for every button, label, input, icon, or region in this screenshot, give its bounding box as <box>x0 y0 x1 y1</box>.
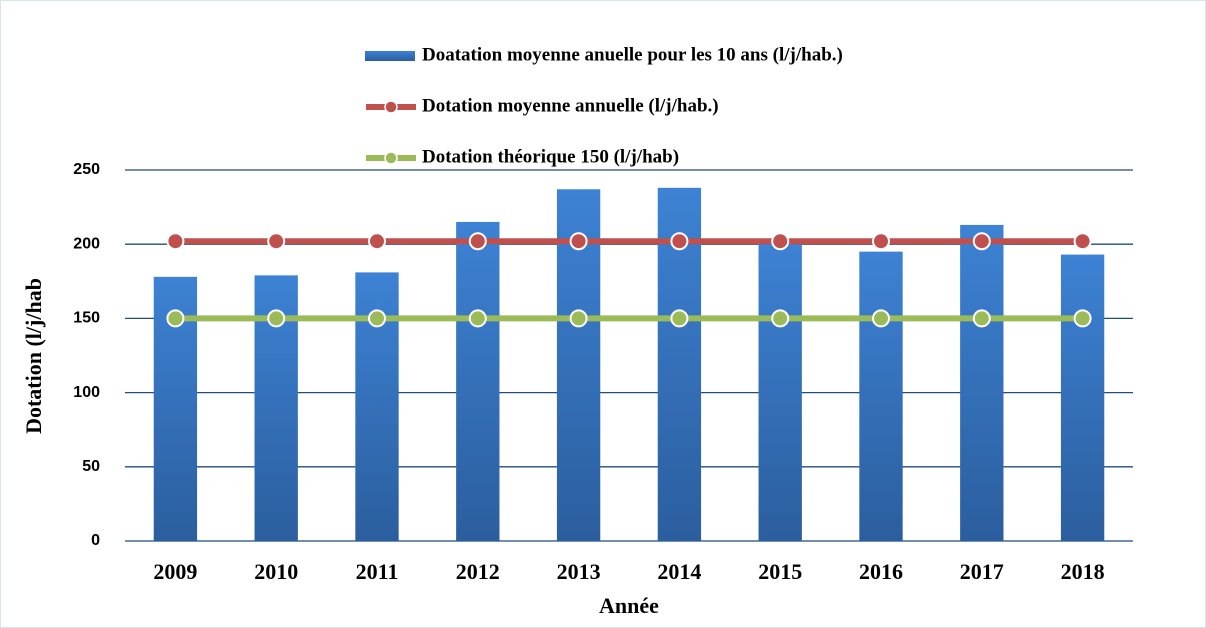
point <box>771 309 790 328</box>
x-tick-label: 2009 <box>153 559 197 584</box>
point <box>569 309 588 328</box>
point <box>166 309 185 328</box>
point <box>267 309 286 328</box>
x-tick-label: 2017 <box>960 559 1004 584</box>
x-tick-label: 2016 <box>859 559 903 584</box>
legend-swatch <box>384 100 398 114</box>
y-tick-label: 200 <box>73 235 100 252</box>
legend-label: Dotation théorique 150 (l/j/hab) <box>422 146 679 167</box>
y-axis-title: Dotation (l/j/hab <box>21 278 46 434</box>
bar <box>859 251 903 541</box>
y-tick-label: 250 <box>73 161 100 178</box>
x-tick-label: 2013 <box>557 559 601 584</box>
legend-label: Dotation moyenne annuelle (l/j/hab.) <box>422 95 719 116</box>
point <box>872 309 890 328</box>
x-tick-label: 2011 <box>356 559 399 584</box>
point <box>670 232 689 251</box>
point <box>1073 232 1092 251</box>
legend-swatch <box>384 151 398 165</box>
legend-label: Doatation moyenne anuelle pour les 10 an… <box>422 44 843 65</box>
point <box>569 232 588 251</box>
point <box>468 232 487 251</box>
point <box>972 232 991 251</box>
point <box>368 232 386 251</box>
y-tick-label: 100 <box>73 384 100 401</box>
point <box>670 309 689 328</box>
x-tick-label: 2018 <box>1061 559 1105 584</box>
point <box>166 232 185 251</box>
bar <box>758 242 802 541</box>
x-tick-label: 2015 <box>758 559 802 584</box>
point <box>267 232 286 251</box>
bar <box>960 224 1004 541</box>
y-tick-label: 50 <box>82 458 100 475</box>
x-tick-label: 2010 <box>254 559 298 584</box>
y-tick-label: 0 <box>91 532 100 549</box>
y-tick-label: 150 <box>73 310 100 327</box>
point <box>872 232 890 251</box>
x-tick-label: 2012 <box>456 559 500 584</box>
point <box>468 309 487 328</box>
bar <box>1060 254 1105 541</box>
point <box>1073 309 1092 328</box>
point <box>368 309 386 328</box>
legend-swatch <box>365 51 415 61</box>
x-axis-title: Année <box>599 593 659 618</box>
point <box>771 232 790 251</box>
point <box>972 309 991 328</box>
x-tick-label: 2014 <box>657 559 701 584</box>
bar <box>456 221 500 541</box>
